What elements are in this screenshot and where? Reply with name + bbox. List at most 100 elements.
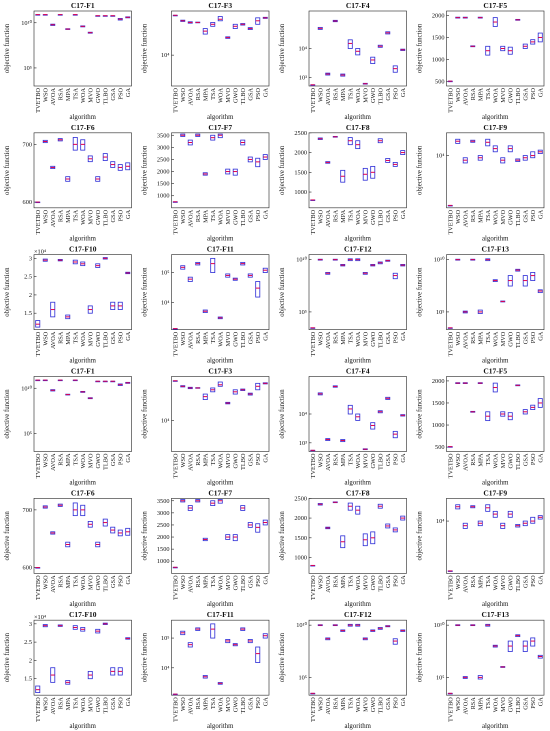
x-axis-label: algorithm xyxy=(70,114,97,121)
x-tick-label: AVOA xyxy=(462,88,469,106)
x-tick-label: AVOA xyxy=(50,697,57,715)
y-tick-label: 3000 xyxy=(157,510,170,517)
x-tick-label: GA xyxy=(125,575,132,585)
x-tick-label: TSA xyxy=(485,88,492,100)
x-tick-label: TVETBO xyxy=(172,697,179,722)
x-tick-label: MPA xyxy=(477,697,484,711)
y-tick-label: 2 xyxy=(29,657,32,664)
x-tick-label: TVETBO xyxy=(35,575,42,600)
panel-title: C17-F11 xyxy=(207,610,234,619)
x-tick-label: TVETBO xyxy=(35,697,42,722)
x-tick-label: RSA xyxy=(57,575,64,588)
y-tick-label: 1500 xyxy=(294,169,307,176)
y-multiplier: ×10⁴ xyxy=(34,249,47,256)
x-axis-label: algorithm xyxy=(207,236,234,243)
x-tick-label: AVOA xyxy=(325,88,332,106)
x-tick-label: RSA xyxy=(57,697,64,710)
x-tick-label: WOA xyxy=(217,88,224,103)
y-tick-label: 3 xyxy=(29,621,32,628)
x-tick-label: MVO xyxy=(362,575,369,590)
x-tick-label: PSO xyxy=(392,331,399,343)
box xyxy=(255,646,261,663)
x-tick-label: TLBO xyxy=(102,331,109,348)
x-tick-label: TLBO xyxy=(240,453,247,470)
x-tick-label: MPA xyxy=(477,331,484,345)
x-tick-label: GA xyxy=(125,209,132,219)
panel-title: C17-F7 xyxy=(208,488,232,497)
x-tick-label: GWO xyxy=(232,453,239,468)
x-tick-label: MVO xyxy=(87,575,94,590)
panel: C17-F5 objective function algorithm 500 1000… xyxy=(417,1,545,121)
x-tick-label: AVOA xyxy=(187,88,194,106)
x-tick-label: AVOA xyxy=(50,88,57,106)
x-tick-label: PSO xyxy=(255,209,262,221)
x-tick-label: RSA xyxy=(195,209,202,222)
x-tick-label: TVETBO xyxy=(172,88,179,113)
plot-frame xyxy=(446,498,545,574)
x-tick-label: RSA xyxy=(470,697,477,710)
x-tick-label: MVO xyxy=(225,453,232,468)
x-axis-label: algorithm xyxy=(70,601,97,608)
panel-title: C17-F6 xyxy=(71,123,95,132)
x-tick-label: TSA xyxy=(210,575,217,587)
box xyxy=(210,623,216,639)
x-tick-label: TSA xyxy=(485,209,492,221)
x-tick-label: TVETBO xyxy=(447,88,454,113)
x-tick-label: MPA xyxy=(202,575,209,589)
panel: C17-F13 objective function algorithm 10⁵ 10¹… xyxy=(417,245,545,365)
x-tick-label: TVETBO xyxy=(172,453,179,478)
panel-title: C17-F1 xyxy=(71,1,95,10)
y-tick-label: 1000 xyxy=(294,555,307,562)
x-tick-label: TSA xyxy=(210,88,217,100)
y-tick-label: 10¹⁰ xyxy=(21,385,32,392)
x-tick-label: PSO xyxy=(255,697,262,709)
x-tick-label: RSA xyxy=(470,209,477,222)
x-tick-label: PSO xyxy=(392,209,399,221)
panel-title: C17-F3 xyxy=(208,1,232,10)
x-tick-label: TLBO xyxy=(102,575,109,592)
x-tick-label: MPA xyxy=(477,209,484,223)
x-tick-label: TSA xyxy=(485,575,492,587)
x-tick-label: PSO xyxy=(117,88,124,100)
x-tick-label: MVO xyxy=(225,697,232,712)
x-tick-label: RSA xyxy=(332,697,339,710)
x-tick-label: RSA xyxy=(195,331,202,344)
x-tick-label: GSA xyxy=(522,575,529,588)
y-axis-label: objective function xyxy=(4,267,11,317)
x-tick-label: GA xyxy=(537,453,544,463)
y-tick-label: 10⁵ xyxy=(299,674,308,681)
x-tick-label: AVOA xyxy=(462,575,469,593)
x-tick-label: GSA xyxy=(247,331,254,344)
x-tick-label: GWO xyxy=(507,575,514,590)
y-axis-label: objective function xyxy=(142,267,149,317)
x-tick-label: GA xyxy=(262,575,269,585)
y-tick-label: 1000 xyxy=(157,558,170,565)
y-tick-label: 10⁴ xyxy=(161,665,170,672)
x-tick-label: TSA xyxy=(485,453,492,465)
y-tick-label: 2500 xyxy=(294,495,307,502)
x-tick-label: TSA xyxy=(347,575,354,587)
x-axis-label: algorithm xyxy=(70,358,97,365)
y-tick-label: 1500 xyxy=(294,535,307,542)
y-axis-label: objective function xyxy=(417,23,424,73)
x-tick-label: MPA xyxy=(202,209,209,223)
x-tick-label: MVO xyxy=(362,209,369,224)
box xyxy=(530,272,536,281)
x-tick-label: TLBO xyxy=(102,453,109,470)
x-tick-label: GSA xyxy=(385,697,392,710)
plot-frame xyxy=(33,10,132,87)
x-tick-label: TVETBO xyxy=(35,209,42,234)
x-tick-label: GA xyxy=(262,209,269,219)
x-tick-label: GWO xyxy=(370,453,377,468)
x-tick-label: WOA xyxy=(217,331,224,346)
x-tick-label: TVETBO xyxy=(35,453,42,478)
x-tick-label: GWO xyxy=(370,209,377,224)
plot-frame xyxy=(446,10,545,87)
x-tick-label: MPA xyxy=(340,697,347,711)
panel: C17-F12 objective function algorithm 10⁵ 10¹… xyxy=(279,610,407,730)
x-tick-label: PSO xyxy=(530,331,537,343)
x-tick-label: MVO xyxy=(500,453,507,468)
y-axis-label: objective function xyxy=(4,23,11,73)
x-tick-label: GA xyxy=(400,453,407,463)
